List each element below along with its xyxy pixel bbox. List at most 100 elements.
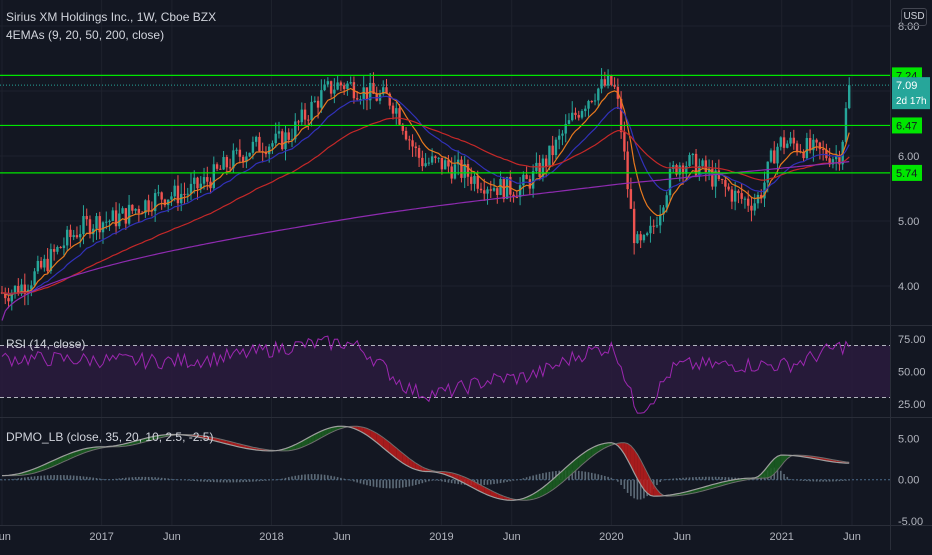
dpmo-hist-bar	[389, 480, 391, 489]
candle-body	[398, 108, 400, 125]
time-tick-label: Jun	[163, 531, 181, 543]
dpmo-hist-bar	[620, 480, 622, 485]
dpmo-hist-bar	[845, 480, 847, 481]
dpmo-hist-bar	[692, 477, 694, 480]
candle-body	[796, 143, 798, 151]
dpmo-hist-bar	[611, 478, 613, 480]
dpmo-hist-bar	[304, 474, 306, 479]
dpmo-hist-bar	[200, 480, 202, 482]
dpmo-hist-bar	[66, 475, 68, 480]
dpmo-hist-bar	[314, 474, 316, 480]
candle-body	[46, 259, 48, 271]
candle-body	[692, 154, 694, 155]
candle-body	[649, 226, 651, 234]
dpmo-hist-bar	[76, 476, 78, 480]
dpmo-hist-bar	[112, 479, 114, 480]
dpmo-hist-bar	[441, 480, 443, 482]
dpmo-hist-bar	[321, 474, 323, 479]
dpmo-hist-bar	[656, 480, 658, 485]
dpmo-hist-bar	[669, 479, 671, 480]
dpmo-hist-bar	[180, 480, 182, 481]
candle-body	[496, 188, 498, 195]
dpmo-hist-bar	[526, 477, 528, 479]
candle-body	[604, 79, 606, 85]
dpmo-hist-bar	[813, 480, 815, 482]
candle-body	[574, 113, 576, 115]
candle-body	[490, 189, 492, 190]
candle-body	[506, 177, 508, 199]
dpmo-hist-bar	[259, 480, 261, 481]
candle-body	[203, 177, 205, 184]
candle-body	[200, 184, 202, 189]
candle-body	[408, 139, 410, 140]
dpmo-hist-bar	[500, 480, 502, 483]
candle-body	[258, 137, 260, 151]
dpmo-hist-bar	[105, 479, 107, 480]
dpmo-hist-bar	[252, 480, 254, 482]
candle-body	[112, 210, 114, 221]
dpmo-hist-bar	[135, 477, 137, 480]
chart-title: Sirius XM Holdings Inc., 1W, Cboe BZX	[6, 10, 216, 24]
dpmo-hist-bar	[86, 477, 88, 480]
dpmo-hist-bar	[822, 480, 824, 482]
dpmo-hist-bar	[24, 477, 26, 479]
candle-body	[503, 179, 505, 199]
dpmo-hist-bar	[816, 480, 818, 482]
candle-body	[652, 226, 654, 227]
dpmo-hist-bar	[523, 478, 525, 480]
time-tick-label: Jun	[503, 531, 521, 543]
candle-body	[275, 134, 277, 143]
dpmo-hist-bar	[451, 480, 453, 483]
candle-body	[219, 169, 221, 170]
candle-body	[522, 175, 524, 185]
dpmo-hist-bar	[601, 475, 603, 480]
dpmo-hist-bar	[193, 480, 195, 481]
dpmo-hist-bar	[311, 474, 313, 480]
dpmo-hist-bar	[239, 480, 241, 483]
currency-button[interactable]: USD	[901, 8, 927, 26]
dpmo-hist-bar	[53, 475, 55, 480]
dpmo-hist-bar	[800, 480, 802, 481]
dpmo-hist-bar	[1, 480, 3, 481]
candle-body	[118, 213, 120, 226]
dpmo-hist-bar	[513, 480, 515, 481]
dpmo-hist-bar	[386, 480, 388, 489]
candle-body	[486, 189, 488, 193]
candle-body	[173, 186, 175, 197]
dpmo-hist-bar	[220, 480, 222, 483]
dpmo-hist-bar	[63, 475, 65, 480]
dpmo-hist-bar	[819, 480, 821, 482]
candle-body	[121, 208, 123, 213]
dpmo-hist-bar	[109, 479, 111, 480]
candle-body	[780, 137, 782, 146]
dpmo-hist-bar	[265, 480, 267, 481]
dpmo-hist-bar	[246, 480, 248, 482]
dpmo-hist-bar	[141, 477, 143, 480]
candle-body	[754, 203, 756, 210]
dpmo-hist-bar	[663, 480, 665, 481]
candle-body	[594, 100, 596, 101]
indicator-legend: 4EMAs (9, 20, 50, 200, close)	[6, 28, 164, 42]
candle-body	[131, 205, 133, 211]
candle-body	[639, 234, 641, 240]
dpmo-hist-bar	[158, 478, 160, 480]
dpmo-hist-bar	[203, 480, 205, 482]
candle-body	[415, 147, 417, 149]
candle-body	[301, 110, 303, 123]
dpmo-hist-bar	[187, 480, 189, 481]
dpmo-hist-bar	[317, 474, 319, 480]
candle-body	[56, 247, 58, 252]
candle-body	[86, 216, 88, 219]
dpmo-hist-bar	[712, 477, 714, 480]
dpmo-hist-bar	[213, 480, 215, 482]
candle-body	[327, 81, 329, 84]
rsi-label: RSI (14, close)	[6, 337, 85, 351]
dpmo-hist-bar	[702, 477, 704, 480]
candle-body	[646, 233, 648, 235]
dpmo-hist-bar	[598, 474, 600, 479]
dpmo-hist-bar	[614, 479, 616, 480]
candle-body	[724, 180, 726, 187]
time-tick-label: 2017	[89, 531, 113, 543]
candle-body	[493, 188, 495, 191]
